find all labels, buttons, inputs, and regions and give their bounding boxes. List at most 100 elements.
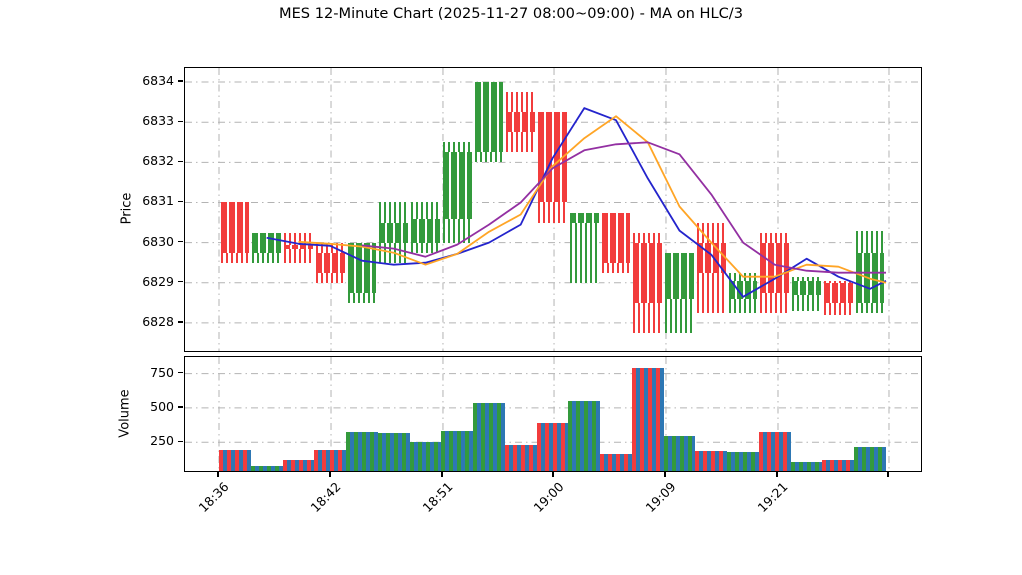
candle-wick-lower: [284, 248, 313, 263]
candle-body: [252, 232, 281, 253]
candle-wick-lower: [538, 202, 567, 223]
volume-bar: [377, 432, 410, 471]
candle-group: [411, 68, 440, 351]
volume-bar: [758, 431, 791, 471]
candle-wick-upper: [696, 222, 726, 243]
volume-bar: [663, 435, 696, 471]
ma-fast-blue: [266, 107, 887, 298]
volume-tick-mark: [178, 371, 183, 374]
candle-group: [506, 68, 536, 351]
volume-bar: [219, 449, 251, 471]
candle-group: [823, 68, 853, 351]
price-tick-label: 6831: [142, 193, 174, 209]
candle-group: [474, 68, 504, 351]
candle-body: [347, 242, 377, 293]
volume-bar: [695, 450, 728, 471]
x-tick-mark: [887, 471, 889, 477]
candle-group: [347, 68, 377, 351]
moving-average-lines: [266, 107, 887, 298]
x-tick-mark: [217, 471, 219, 477]
candle-wick-lower: [792, 294, 821, 311]
candle-group: [855, 68, 885, 351]
volume-tick-mark: [178, 406, 183, 408]
ma-mid-orange: [298, 115, 887, 284]
candle-group: [665, 68, 694, 351]
candle-body: [220, 202, 250, 253]
price-axis-label: Price: [119, 192, 135, 225]
candle-group: [633, 68, 663, 351]
volume-bar: [854, 446, 886, 471]
candle-wick-upper: [315, 242, 345, 253]
x-tick-mark: [552, 471, 554, 477]
candle-body: [411, 218, 440, 243]
candle-group: [315, 68, 345, 351]
candle-body: [315, 252, 345, 273]
price-tick-label: 6833: [142, 113, 174, 129]
candle-group: [792, 68, 821, 351]
candle-wick-upper: [823, 280, 853, 283]
price-tick-mark: [178, 200, 183, 203]
candle-body: [506, 112, 536, 133]
price-tick-mark: [178, 241, 183, 243]
candle-wick-lower: [315, 272, 345, 283]
candle-wick-upper: [633, 232, 663, 243]
candle-wick-lower: [760, 292, 790, 313]
candle-wick-lower: [220, 252, 250, 263]
candle-body: [284, 244, 313, 249]
price-tick-label: 6829: [142, 273, 174, 289]
volume-bar: [600, 454, 632, 471]
candle-body: [665, 252, 694, 299]
volume-bar: [282, 460, 315, 471]
candle-wick-upper: [760, 232, 790, 243]
candle-wick-upper: [506, 92, 536, 113]
volume-bar: [314, 450, 347, 471]
volume-bar: [568, 400, 601, 471]
candle-wick-lower: [506, 132, 536, 153]
price-tick-mark: [178, 160, 183, 163]
candle-wick-upper: [792, 276, 821, 281]
volume-bar: [631, 368, 664, 471]
volume-bar: [250, 465, 283, 471]
candle-wick-lower: [696, 272, 726, 313]
candle-body: [633, 242, 663, 303]
candle-wick-upper: [411, 202, 440, 219]
x-tick-mark: [776, 471, 778, 477]
volume-bar: [441, 431, 474, 471]
volume-bar: [536, 422, 569, 471]
candle-wick-upper: [855, 230, 885, 253]
volume-bar: [790, 461, 823, 471]
candle-wick-upper: [379, 202, 409, 223]
candle-wick-lower: [823, 302, 853, 315]
candle-wick-lower: [855, 302, 885, 313]
candle-group: [696, 68, 726, 351]
candle-body: [379, 222, 409, 243]
volume-bar: [822, 460, 855, 471]
x-tick-mark: [664, 471, 666, 477]
candle-group: [252, 68, 281, 351]
price-tick-label: 6834: [142, 73, 174, 89]
volume-tick-mark: [178, 440, 183, 442]
candle-body: [601, 212, 631, 263]
price-panel: [184, 67, 922, 352]
volume-bar: [473, 402, 505, 471]
chart-title: MES 12-Minute Chart (2025-11-27 08:00~09…: [278, 5, 744, 22]
volume-tick-label: 500: [150, 398, 174, 414]
candle-body: [728, 280, 758, 299]
price-tick-label: 6832: [142, 153, 174, 169]
candle-group: [569, 68, 599, 351]
candle-body: [442, 152, 472, 219]
volume-bar: [409, 441, 442, 471]
volume-bars-layer: [185, 357, 921, 471]
volume-bar: [346, 431, 378, 471]
x-tick-mark: [441, 471, 443, 477]
volume-tick-label: 750: [150, 364, 174, 380]
volume-bar: [727, 451, 759, 471]
candle-wick-lower: [728, 298, 758, 313]
volume-panel: [184, 356, 922, 472]
price-tick-mark: [178, 321, 183, 323]
candle-group: [220, 68, 250, 351]
candle-wick-lower: [633, 302, 663, 333]
candle-wick-lower: [665, 298, 694, 333]
candle-wick-lower: [347, 292, 377, 303]
price-tick-mark: [178, 80, 183, 82]
